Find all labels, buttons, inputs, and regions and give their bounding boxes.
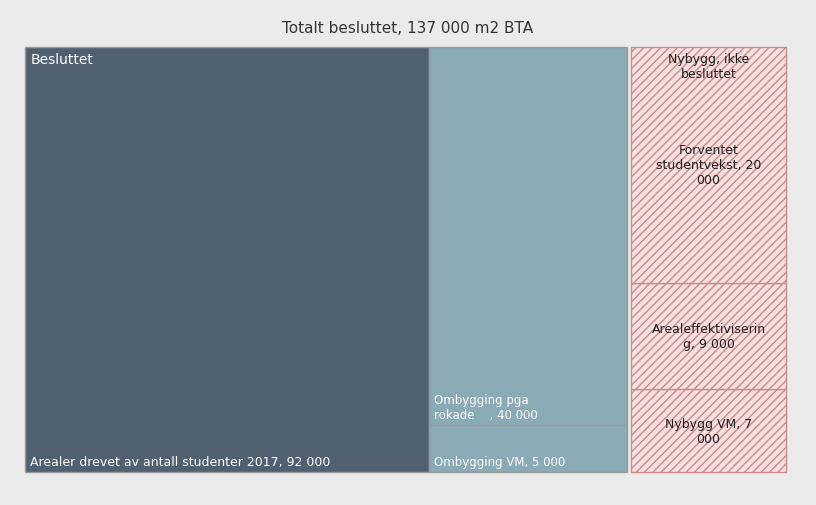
Bar xyxy=(429,425,627,472)
Text: Besluttet: Besluttet xyxy=(30,53,93,67)
Text: Arealeffektiviserin
g, 9 000: Arealeffektiviserin g, 9 000 xyxy=(651,322,765,350)
Bar xyxy=(429,48,627,425)
Bar xyxy=(632,48,786,283)
Text: Ombygging VM, 5 000: Ombygging VM, 5 000 xyxy=(434,456,565,469)
Bar xyxy=(632,389,786,472)
Bar xyxy=(24,48,429,472)
Text: Ombygging pga
rokade    , 40 000: Ombygging pga rokade , 40 000 xyxy=(434,393,538,421)
Text: Nybygg VM, 7
000: Nybygg VM, 7 000 xyxy=(665,417,752,445)
Text: Totalt besluttet, 137 000 m2 BTA: Totalt besluttet, 137 000 m2 BTA xyxy=(282,21,534,36)
Bar xyxy=(632,283,786,389)
Bar xyxy=(632,283,786,389)
Text: Nybygg, ikke
besluttet: Nybygg, ikke besluttet xyxy=(668,53,749,81)
Bar xyxy=(632,389,786,472)
Text: Forventet
studentvekst, 20
000: Forventet studentvekst, 20 000 xyxy=(656,144,761,187)
Text: Arealer drevet av antall studenter 2017, 92 000: Arealer drevet av antall studenter 2017,… xyxy=(30,456,330,469)
Bar xyxy=(632,48,786,283)
